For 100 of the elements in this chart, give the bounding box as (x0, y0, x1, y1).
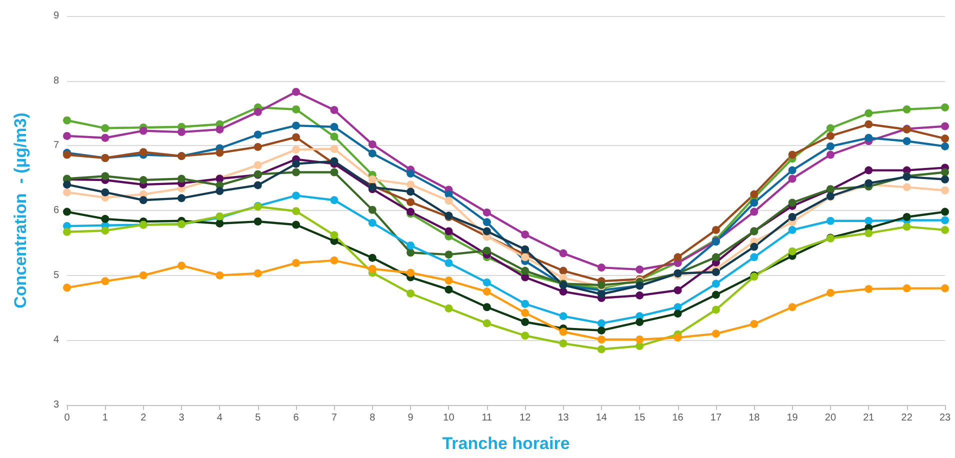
point (521, 300, 530, 308)
point (902, 212, 911, 221)
point (292, 122, 300, 130)
point (521, 253, 530, 262)
point (750, 198, 758, 207)
point (292, 192, 300, 200)
point (63, 208, 71, 216)
x-tick-label: 2 (140, 412, 147, 424)
y-tick-label: 5 (53, 270, 60, 281)
point (559, 339, 568, 348)
point (139, 271, 148, 280)
point (788, 150, 796, 159)
y-tick-label: 3 (53, 400, 60, 410)
point (864, 120, 873, 128)
point (254, 108, 262, 116)
point (254, 181, 262, 190)
point (636, 336, 644, 344)
x-tick-label: 23 (939, 412, 951, 424)
point (292, 207, 300, 216)
point (941, 134, 949, 143)
x-tick-label: 5 (255, 412, 262, 424)
point (559, 312, 568, 320)
point (941, 186, 949, 194)
point (597, 290, 606, 298)
point (941, 284, 949, 292)
point (254, 142, 262, 151)
point (941, 122, 949, 130)
point (406, 188, 415, 196)
point (788, 247, 796, 256)
x-tick-label: 16 (672, 412, 684, 424)
point (101, 172, 110, 180)
point (292, 105, 300, 114)
point (330, 196, 338, 204)
point (902, 137, 911, 146)
point (674, 253, 682, 262)
point (597, 336, 606, 344)
point (330, 144, 338, 153)
point (482, 303, 491, 312)
point (941, 226, 949, 234)
point (788, 303, 796, 312)
point (139, 126, 148, 135)
point (101, 124, 110, 132)
point (139, 196, 148, 204)
point (368, 218, 376, 227)
point (826, 142, 834, 150)
point (521, 273, 530, 282)
point (750, 320, 758, 328)
point (712, 280, 720, 288)
point (406, 248, 415, 257)
point (750, 190, 758, 198)
point (101, 134, 110, 142)
point (559, 328, 568, 336)
point (826, 288, 834, 297)
point (216, 271, 224, 280)
x-tick-label: 9 (408, 412, 414, 424)
point (941, 168, 949, 176)
point (330, 106, 338, 114)
point (216, 187, 224, 196)
point (406, 268, 415, 277)
point (330, 231, 338, 240)
point (559, 249, 568, 258)
point (330, 122, 338, 131)
point (444, 276, 453, 285)
point (63, 284, 71, 292)
point (444, 259, 453, 268)
point (636, 318, 644, 326)
point (139, 176, 148, 184)
y-tick-label: 7 (53, 140, 60, 152)
x-tick-label: 15 (634, 412, 646, 424)
x-tick-label: 20 (824, 412, 836, 424)
point (674, 310, 682, 318)
x-tick-label: 18 (748, 412, 760, 424)
point (674, 334, 682, 342)
point (292, 259, 300, 268)
x-tick-label: 7 (331, 412, 338, 424)
x-tick-label: 17 (710, 412, 722, 424)
point (178, 262, 186, 270)
point (254, 269, 262, 278)
point (788, 198, 796, 207)
point (482, 278, 491, 286)
point (864, 166, 873, 174)
x-tick-label: 19 (786, 412, 798, 424)
point (712, 306, 720, 314)
point (521, 308, 530, 317)
point (674, 286, 682, 294)
point (482, 288, 491, 296)
point (216, 125, 224, 134)
point (330, 168, 338, 176)
point (712, 253, 720, 262)
point (254, 130, 262, 139)
x-tick-label: 11 (482, 412, 493, 424)
point (521, 332, 530, 340)
point (941, 175, 949, 184)
y-tick-label: 4 (53, 334, 60, 346)
point (368, 149, 376, 158)
point (750, 253, 758, 262)
point (63, 180, 71, 189)
point (330, 132, 338, 141)
x-tick-label: 8 (370, 412, 376, 424)
point (292, 88, 300, 96)
